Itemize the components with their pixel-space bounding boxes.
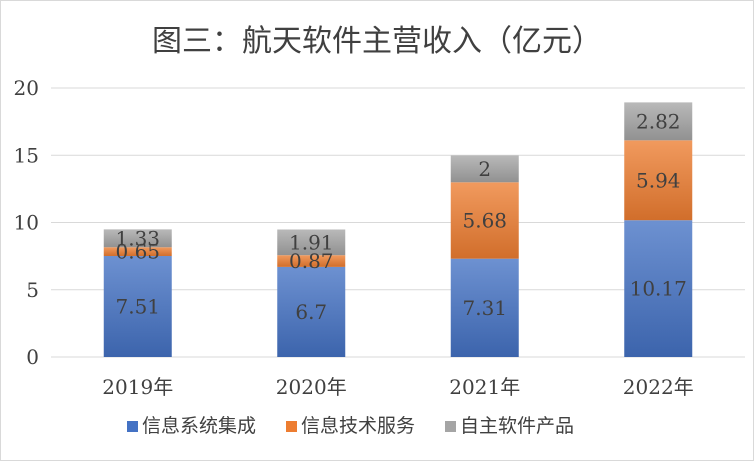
bar-segment <box>450 258 519 357</box>
bars <box>103 102 693 357</box>
x-tick-label: 2020年 <box>276 375 347 399</box>
y-tick-label: 5 <box>26 278 39 302</box>
y-axis: 0 5 10 15 20 <box>14 76 39 369</box>
data-label: 0.65 <box>115 240 160 264</box>
bar-segment <box>624 220 693 357</box>
data-label: 10.17 <box>630 277 687 301</box>
data-label: 2 <box>478 157 491 181</box>
data-label: 1.33 <box>115 226 160 250</box>
legend-label: 信息系统集成 <box>142 415 256 437</box>
bar-segment <box>450 155 519 183</box>
legend-item: 信息技术服务 <box>286 415 415 437</box>
x-tick-label: 2019年 <box>102 375 173 399</box>
legend-label: 自主软件产品 <box>460 415 574 437</box>
data-label: 0.87 <box>289 249 334 273</box>
legend: 信息系统集成 信息技术服务 自主软件产品 <box>127 415 574 437</box>
y-tick-label: 20 <box>14 76 39 100</box>
data-label: 2.82 <box>636 109 681 133</box>
bar-segment <box>103 255 172 357</box>
bar-segment <box>624 102 693 141</box>
y-tick-label: 0 <box>26 345 39 369</box>
data-label: 7.31 <box>462 296 507 320</box>
bar-segment <box>277 229 346 256</box>
legend-swatch <box>445 421 456 432</box>
data-labels: 7.51 0.651.33 6.7 0.871.91 7.31 5.68 2 10.17 5.9… <box>115 109 686 324</box>
bar-segment <box>624 140 693 221</box>
bar-segment <box>103 247 172 256</box>
data-label: 1.91 <box>289 230 334 254</box>
legend-item: 自主软件产品 <box>445 415 574 437</box>
legend-item: 信息系统集成 <box>127 415 256 437</box>
y-tick-label: 15 <box>14 143 39 167</box>
x-tick-label: 2021年 <box>449 375 520 399</box>
data-label: 5.94 <box>636 168 681 192</box>
chart-title: 图三：航天软件主营收入（亿元） <box>152 24 602 59</box>
bar-segment <box>277 266 346 357</box>
legend-swatch <box>127 421 138 432</box>
x-tick-label: 2022年 <box>623 375 694 399</box>
x-axis: 2019年 2020年 2021年 2022年 <box>102 375 693 399</box>
legend-label: 信息技术服务 <box>301 415 415 437</box>
bar-segment <box>277 255 346 267</box>
data-label: 6.7 <box>295 300 327 324</box>
data-label: 5.68 <box>462 208 507 232</box>
legend-swatch <box>286 421 297 432</box>
bar-segment <box>103 229 172 248</box>
y-tick-label: 10 <box>14 211 39 235</box>
data-label: 7.51 <box>115 294 160 318</box>
bar-segment <box>450 182 519 259</box>
